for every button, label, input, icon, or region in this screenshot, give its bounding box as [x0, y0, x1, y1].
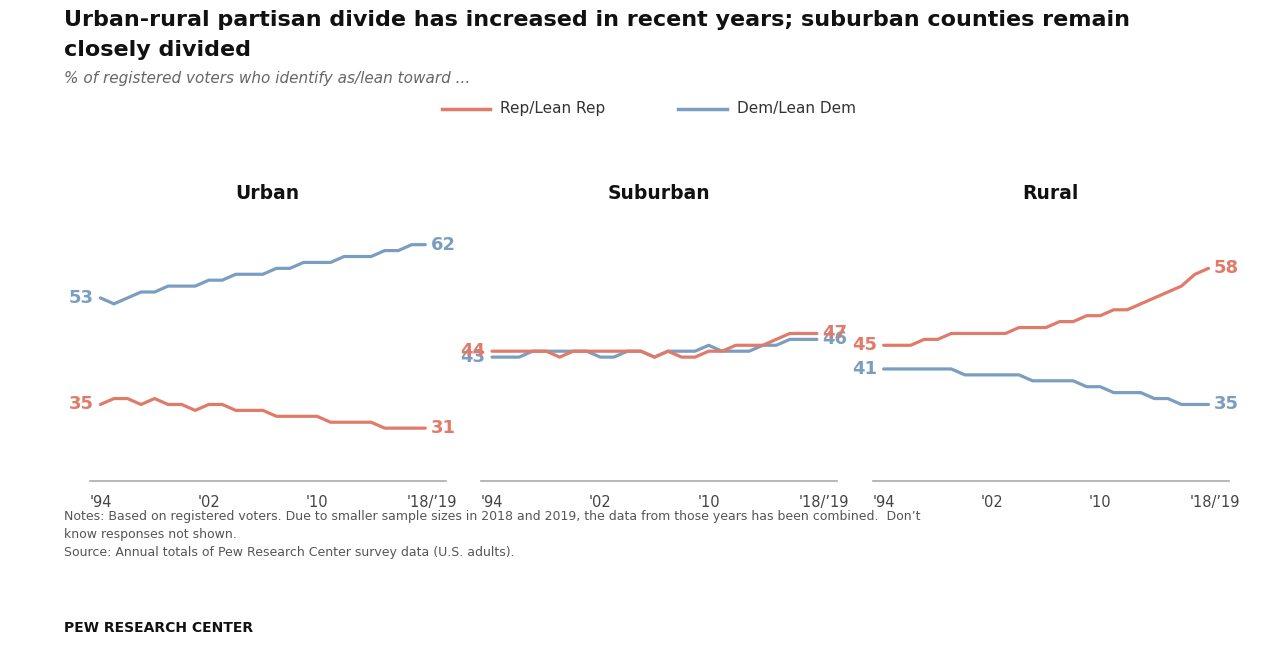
Text: 35: 35 [1213, 396, 1239, 414]
Title: Suburban: Suburban [608, 185, 710, 203]
Text: 58: 58 [1213, 260, 1239, 278]
Text: 31: 31 [430, 419, 456, 437]
Text: 53: 53 [69, 289, 93, 307]
Text: closely divided: closely divided [64, 40, 251, 60]
Text: 46: 46 [822, 331, 847, 349]
Text: % of registered voters who identify as/lean toward ...: % of registered voters who identify as/l… [64, 71, 470, 86]
Text: PEW RESEARCH CENTER: PEW RESEARCH CENTER [64, 621, 253, 635]
Text: 47: 47 [822, 325, 847, 343]
Title: Rural: Rural [1023, 185, 1079, 203]
Text: 44: 44 [461, 342, 485, 360]
Text: 35: 35 [69, 396, 93, 414]
Text: Notes: Based on registered voters. Due to smaller sample sizes in 2018 and 2019,: Notes: Based on registered voters. Due t… [64, 510, 920, 559]
Text: 43: 43 [461, 348, 485, 366]
Title: Urban: Urban [236, 185, 300, 203]
Text: Urban-rural partisan divide has increased in recent years; suburban counties rem: Urban-rural partisan divide has increase… [64, 10, 1130, 30]
Text: 45: 45 [852, 336, 877, 355]
Text: 62: 62 [430, 236, 456, 254]
Text: 41: 41 [852, 360, 877, 378]
Text: Dem/Lean Dem: Dem/Lean Dem [737, 102, 856, 116]
Text: Rep/Lean Rep: Rep/Lean Rep [500, 102, 605, 116]
